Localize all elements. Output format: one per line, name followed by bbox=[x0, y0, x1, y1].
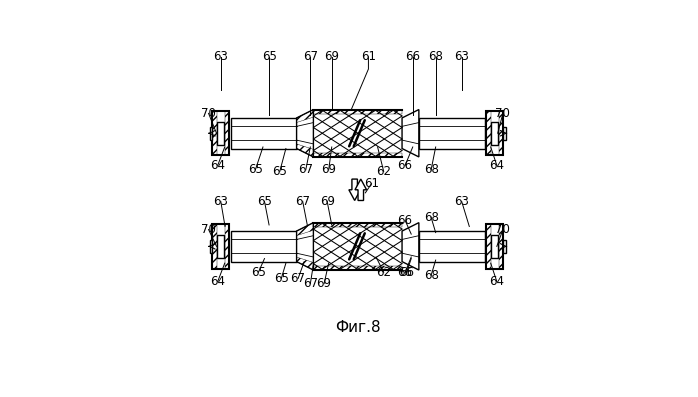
Text: 65: 65 bbox=[262, 50, 276, 63]
Bar bbox=[313, 153, 402, 157]
Bar bbox=[499, 111, 503, 155]
Text: 69: 69 bbox=[320, 195, 334, 208]
Bar bbox=[217, 235, 224, 258]
Bar bbox=[217, 122, 224, 145]
Text: 65: 65 bbox=[248, 164, 262, 176]
Bar bbox=[419, 231, 484, 262]
Bar bbox=[210, 240, 212, 252]
Text: 69: 69 bbox=[317, 277, 332, 290]
Text: 66: 66 bbox=[398, 266, 413, 279]
Text: 67: 67 bbox=[303, 50, 318, 63]
Text: 62: 62 bbox=[376, 165, 391, 178]
Text: 61: 61 bbox=[364, 177, 379, 190]
Text: 63: 63 bbox=[454, 195, 469, 208]
Text: 68: 68 bbox=[424, 211, 438, 224]
Text: 66: 66 bbox=[398, 214, 413, 227]
FancyArrow shape bbox=[355, 179, 366, 200]
Bar bbox=[313, 110, 402, 114]
Text: 64: 64 bbox=[489, 275, 505, 288]
Bar bbox=[499, 224, 503, 268]
Bar bbox=[212, 224, 229, 268]
Text: 64: 64 bbox=[210, 275, 225, 288]
Text: 67: 67 bbox=[298, 164, 313, 176]
Text: 65: 65 bbox=[274, 272, 289, 285]
Text: 67: 67 bbox=[303, 277, 318, 290]
Bar bbox=[210, 127, 212, 139]
Bar bbox=[212, 111, 216, 155]
Bar bbox=[313, 223, 402, 227]
Text: 69: 69 bbox=[321, 164, 336, 176]
FancyArrow shape bbox=[349, 179, 360, 200]
Text: 66: 66 bbox=[398, 159, 413, 172]
Bar bbox=[419, 118, 484, 148]
Bar bbox=[503, 240, 505, 252]
Text: 63: 63 bbox=[214, 50, 228, 63]
Text: Фиг.8: Фиг.8 bbox=[335, 320, 380, 335]
Text: 64: 64 bbox=[210, 159, 225, 172]
Bar bbox=[212, 224, 216, 268]
Text: 61: 61 bbox=[361, 50, 376, 63]
Text: 70: 70 bbox=[496, 107, 510, 120]
Polygon shape bbox=[297, 223, 313, 270]
Polygon shape bbox=[402, 223, 419, 270]
Text: 70: 70 bbox=[201, 223, 216, 236]
Text: 70: 70 bbox=[201, 107, 216, 120]
Polygon shape bbox=[297, 110, 313, 157]
Text: 65: 65 bbox=[251, 266, 266, 279]
Text: 68: 68 bbox=[424, 269, 438, 282]
Bar bbox=[231, 231, 297, 262]
Text: 66: 66 bbox=[406, 50, 420, 63]
Bar bbox=[225, 224, 229, 268]
Bar bbox=[225, 111, 229, 155]
Text: 69: 69 bbox=[325, 50, 339, 63]
Bar bbox=[487, 111, 503, 155]
Bar bbox=[487, 224, 491, 268]
Text: 64: 64 bbox=[489, 159, 505, 172]
Text: 67: 67 bbox=[290, 272, 306, 285]
Bar bbox=[503, 127, 505, 139]
Bar bbox=[231, 118, 297, 148]
Text: 70: 70 bbox=[496, 223, 510, 236]
Text: 63: 63 bbox=[214, 195, 228, 208]
Text: 66: 66 bbox=[399, 266, 414, 279]
Bar bbox=[313, 266, 402, 270]
Bar bbox=[487, 111, 491, 155]
Polygon shape bbox=[402, 110, 419, 157]
Text: 63: 63 bbox=[454, 50, 469, 63]
Text: 67: 67 bbox=[295, 195, 310, 208]
Text: 68: 68 bbox=[424, 164, 438, 176]
Text: 65: 65 bbox=[272, 165, 287, 178]
Text: 68: 68 bbox=[429, 50, 443, 63]
Bar bbox=[212, 111, 229, 155]
Bar bbox=[491, 122, 498, 145]
Text: 62: 62 bbox=[376, 266, 391, 279]
Bar bbox=[491, 235, 498, 258]
Text: 65: 65 bbox=[257, 195, 272, 208]
Bar bbox=[487, 224, 503, 268]
